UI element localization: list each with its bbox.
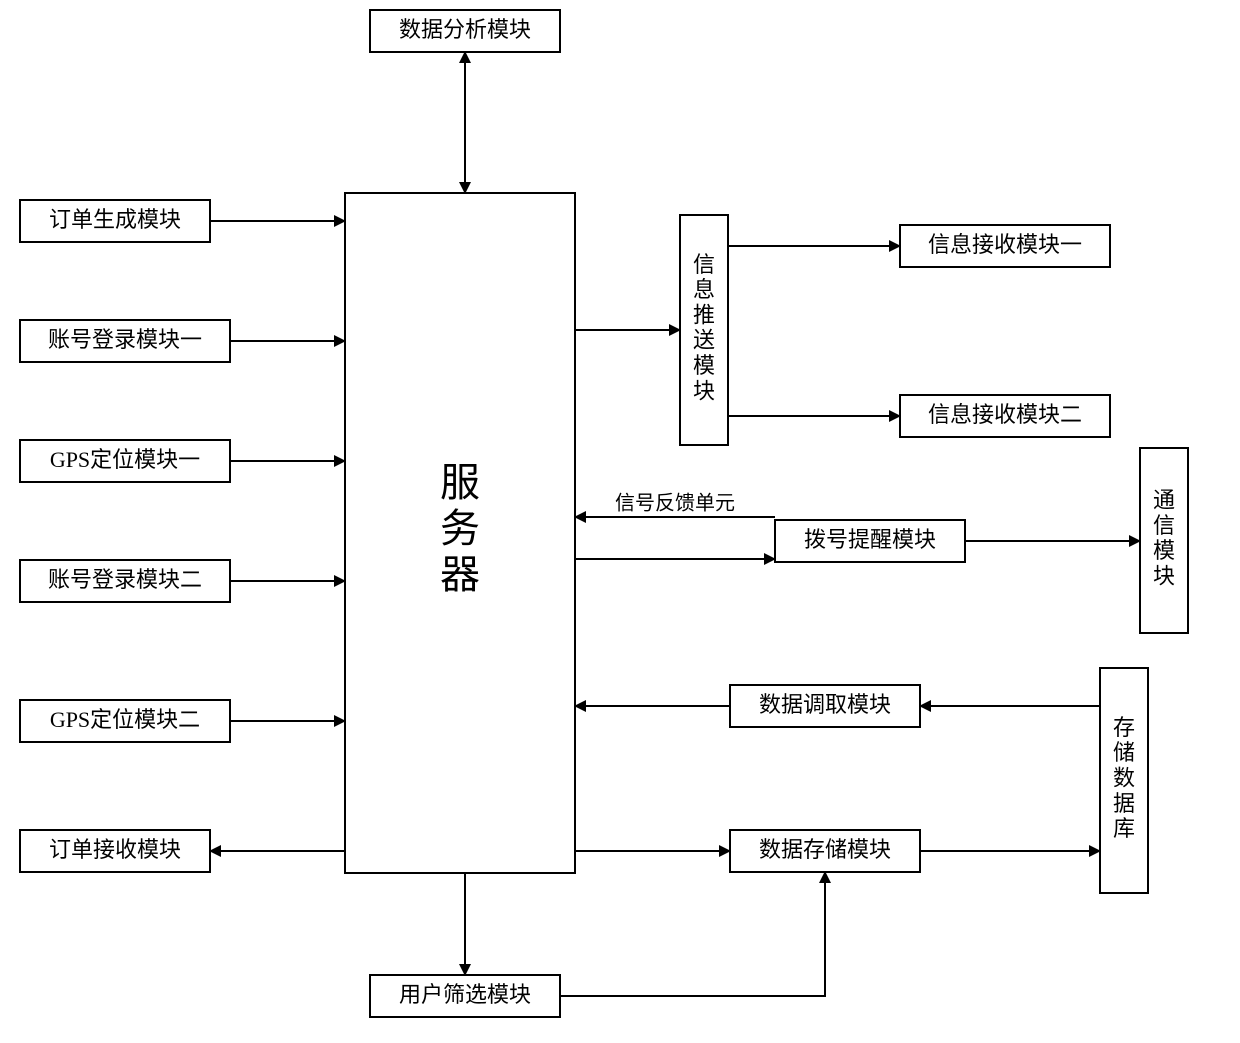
node-gps1: GPS定位模块一 [20,440,230,482]
node-info_recv2-label: 信息接收模块二 [928,402,1082,427]
node-dial_remind-label: 拨号提醒模块 [804,527,936,552]
node-info_recv2: 信息接收模块二 [900,395,1110,437]
node-info_push-label: 信息推送模块 [693,252,715,404]
node-gps1-label: GPS定位模块一 [50,447,200,472]
node-data_store-label: 数据存储模块 [759,837,891,862]
node-storage_db-label: 存储数据库 [1113,715,1135,841]
node-data_fetch: 数据调取模块 [730,685,920,727]
node-data_store: 数据存储模块 [730,830,920,872]
node-order_gen-label: 订单生成模块 [49,207,181,232]
node-order_gen: 订单生成模块 [20,200,210,242]
node-info_push: 信息推送模块 [680,215,728,445]
node-gps2-label: GPS定位模块二 [50,707,200,732]
node-info_recv1-label: 信息接收模块一 [928,232,1082,257]
edge-user_filter-data_store [560,872,825,996]
diagram-canvas: 信号反馈单元 数据分析模块订单生成模块账号登录模块一 GPS定位模块一账号登录模块二… [0,0,1240,1043]
node-info_recv1: 信息接收模块一 [900,225,1110,267]
node-gps2: GPS定位模块二 [20,700,230,742]
node-login2-label: 账号登录模块二 [48,567,202,592]
node-comm: 通信模块 [1140,448,1188,633]
node-data_fetch-label: 数据调取模块 [759,692,891,717]
node-storage_db: 存储数据库 [1100,668,1148,893]
node-order_recv: 订单接收模块 [20,830,210,872]
nodes-layer: 数据分析模块订单生成模块账号登录模块一 GPS定位模块一账号登录模块二 GPS定位模… [20,10,1188,1017]
node-login1: 账号登录模块一 [20,320,230,362]
node-user_filter: 用户筛选模块 [370,975,560,1017]
node-login2: 账号登录模块二 [20,560,230,602]
node-dial_remind: 拨号提醒模块 [775,520,965,562]
node-login1-label: 账号登录模块一 [48,327,202,352]
node-data_analysis-label: 数据分析模块 [399,17,531,42]
node-data_analysis: 数据分析模块 [370,10,560,52]
edge-label: 信号反馈单元 [615,492,735,515]
node-comm-label: 通信模块 [1153,488,1175,589]
node-order_recv-label: 订单接收模块 [49,837,181,862]
node-user_filter-label: 用户筛选模块 [399,982,531,1007]
node-server-label: 服务器 [440,460,480,597]
node-server: 服务器 [345,193,575,873]
